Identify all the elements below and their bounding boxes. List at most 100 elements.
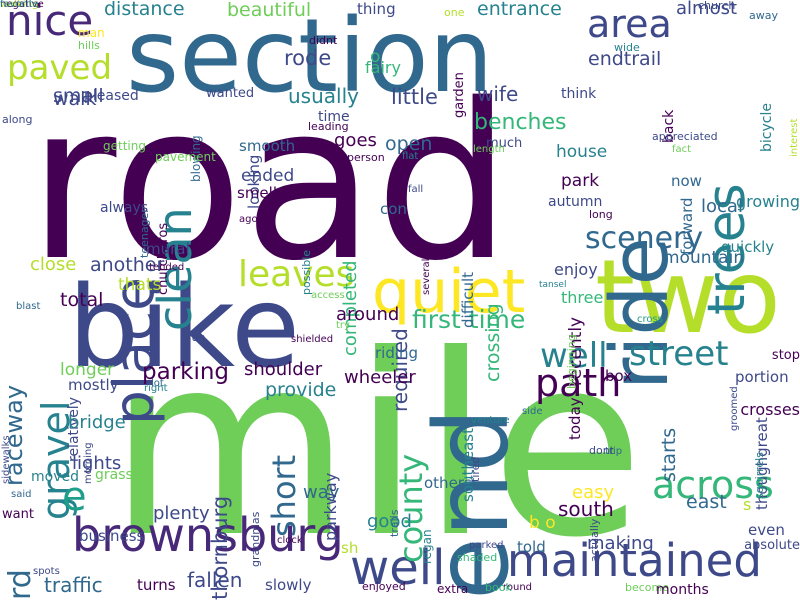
word-leaves: leaves — [238, 254, 355, 295]
word-tended: tended — [149, 262, 185, 273]
word-rd: rd — [3, 569, 38, 600]
word-length: length — [473, 144, 505, 155]
word-longer: longer — [60, 360, 115, 380]
word-clock: clock — [277, 535, 303, 546]
word-months: months — [656, 582, 709, 598]
word-flat: flat — [402, 151, 419, 162]
word-beginning: beginning — [565, 334, 578, 389]
word-getting: getting — [103, 139, 146, 153]
word-benches: benches — [474, 110, 567, 135]
word-walking: walking — [0, 0, 39, 10]
word-thats: thats — [118, 275, 162, 295]
word-parked: parked — [469, 540, 504, 551]
word-provide: provide — [265, 379, 337, 401]
word-maintained: maintained — [507, 534, 762, 587]
word-starts: starts — [658, 427, 680, 482]
word-squirrels: squirrels — [753, 452, 766, 499]
word-lights: lights — [72, 453, 122, 474]
word-interest: interest — [789, 118, 800, 157]
word-crosses: crosses — [740, 400, 800, 419]
word-s: s — [743, 495, 752, 514]
word-enjoyed: enjoyed — [362, 580, 406, 593]
word-tansel: tansel — [539, 280, 567, 290]
word-turns: turns — [137, 576, 176, 594]
word-person: person — [347, 151, 385, 164]
word-pleased: pleased — [84, 88, 139, 104]
word-con: con — [380, 200, 407, 218]
word-hills: hills — [78, 39, 100, 52]
word-thing: thing — [357, 0, 396, 18]
word-extra: extra — [437, 582, 469, 596]
word-business: business — [79, 527, 145, 545]
word-brownsburg: brownsburg — [72, 508, 344, 562]
word-parkway: parkway — [321, 472, 340, 541]
word-endtrail: endtrail — [588, 48, 662, 70]
word-regan: regan — [420, 529, 434, 564]
word-much: much — [486, 136, 523, 151]
word-long: long — [589, 208, 613, 221]
word-paved: paved — [7, 48, 113, 88]
word-fairy: fairy — [365, 58, 401, 77]
word-grandmas: grandmas — [249, 511, 262, 567]
word-b-o: b o — [529, 513, 556, 533]
word-crossing: crossing — [482, 303, 504, 382]
word-church: church — [698, 0, 736, 12]
word-area: area — [587, 2, 672, 46]
word-park: park — [561, 171, 600, 191]
word-three: three — [561, 288, 604, 307]
word-easy: easy — [572, 482, 615, 503]
word-wanted: wanted — [206, 86, 255, 101]
word-way: way — [303, 482, 340, 503]
word-portion: portion — [735, 368, 789, 386]
word-across: across — [652, 463, 774, 507]
word-possible: possible — [300, 249, 313, 295]
word-small: small — [53, 85, 104, 107]
word-goes: goes — [334, 130, 377, 151]
word-told: told — [517, 538, 546, 556]
word-negative: negative — [0, 0, 44, 10]
word-cross: cross — [637, 314, 663, 325]
word-o: o — [370, 47, 381, 67]
word-fact: fact — [672, 144, 692, 155]
word-usually: usually — [288, 84, 359, 108]
word-road: road — [28, 57, 512, 308]
word-well: well — [540, 336, 608, 376]
word-along: along — [2, 113, 33, 126]
word-east: east — [686, 491, 727, 513]
word-close: close — [30, 254, 77, 275]
word-street: street — [629, 334, 729, 374]
word-mural: mural — [146, 240, 190, 258]
word-shielded: shielded — [291, 334, 334, 345]
word-spots: spots — [33, 566, 60, 577]
word-bicycle: bicycle — [759, 103, 775, 152]
word-short: short — [265, 454, 303, 537]
word-enjoy: enjoy — [554, 260, 598, 279]
word-ended: ended — [241, 166, 295, 186]
word-ago: ago — [239, 214, 258, 225]
word-didnt: didnt — [309, 34, 338, 47]
word-fall: fall — [408, 184, 424, 195]
word-growing: growing — [736, 192, 800, 211]
word-shaded: shaded — [457, 551, 498, 564]
word-mile: mile — [108, 301, 645, 592]
word-access: access — [311, 290, 345, 301]
word-quiet: quiet — [372, 257, 526, 327]
word-another: another — [90, 254, 165, 276]
word-wide: wide — [614, 41, 640, 54]
word-pavement: pavement — [155, 150, 216, 164]
word-stop: stop — [771, 348, 800, 363]
word-trip: trip — [605, 446, 623, 457]
word-local: local — [701, 196, 743, 217]
word-blast: blast — [16, 301, 41, 312]
word-man: man — [78, 26, 105, 40]
word-several: several — [421, 258, 432, 295]
word-two: two — [595, 238, 781, 357]
word-little: little — [391, 85, 438, 109]
word-always: always — [100, 200, 149, 216]
word-entrance: entrance — [477, 0, 562, 20]
word-want: want — [2, 507, 34, 522]
word-path: path — [535, 361, 622, 405]
word-today: today — [566, 397, 584, 440]
word-house: house — [556, 142, 608, 162]
